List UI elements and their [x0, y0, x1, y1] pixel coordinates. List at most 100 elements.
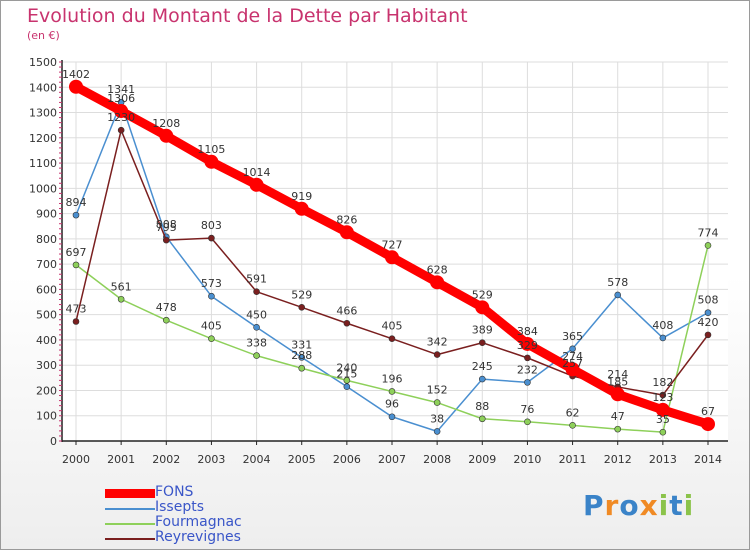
data-label: 38: [430, 412, 444, 425]
data-label: 466: [336, 304, 357, 317]
data-point: [569, 422, 576, 429]
data-point: [208, 234, 215, 242]
data-point: [614, 291, 622, 299]
data-label: 185: [607, 375, 628, 388]
y-tick-label: 200: [36, 384, 57, 397]
x-tick-label: 2014: [694, 453, 722, 466]
y-tick-label: 1500: [29, 56, 57, 69]
x-tick-label: 2011: [559, 453, 587, 466]
data-label: 1341: [107, 83, 135, 96]
data-point: [385, 250, 399, 265]
data-point: [253, 352, 260, 359]
data-label: 232: [517, 363, 538, 376]
data-label: 697: [66, 246, 87, 259]
data-point: [388, 388, 396, 395]
data-label: 1208: [152, 117, 180, 130]
y-tick-label: 100: [36, 410, 57, 423]
data-point: [478, 415, 486, 423]
logo-letter: t: [669, 489, 684, 522]
data-label: 67: [701, 405, 715, 418]
data-point: [72, 318, 80, 325]
data-point: [704, 242, 712, 249]
data-point: [343, 319, 351, 327]
data-point: [298, 364, 306, 372]
data-label: 473: [66, 302, 87, 315]
data-point: [430, 275, 445, 290]
data-label: 182: [652, 376, 673, 389]
data-label: 894: [66, 196, 87, 209]
data-label: 408: [652, 319, 673, 332]
data-label: 88: [475, 400, 489, 413]
data-point: [433, 351, 441, 358]
logo-letter: i: [658, 489, 670, 522]
chart-title: Evolution du Montant de la Dette par Hab…: [27, 5, 468, 27]
data-label: 196: [382, 372, 403, 385]
proxiti-logo: Proxiti: [583, 489, 694, 522]
data-point: [249, 177, 264, 192]
data-point: [704, 331, 712, 339]
data-point: [388, 335, 396, 342]
x-tick-label: 2008: [423, 453, 451, 466]
data-point: [162, 236, 170, 244]
data-point: [610, 387, 625, 402]
data-point: [659, 334, 667, 342]
data-label: 245: [472, 360, 493, 373]
x-tick-label: 2012: [604, 453, 632, 466]
data-point: [117, 295, 125, 303]
data-point: [208, 292, 215, 300]
data-label: 35: [656, 413, 670, 426]
legend-label-issepts: Issepts: [155, 499, 204, 515]
data-label: 405: [201, 320, 222, 333]
legend-swatch-issepts: [105, 508, 155, 510]
logo-letter: P: [583, 489, 605, 522]
data-point: [388, 413, 396, 421]
data-label: 1014: [243, 166, 271, 179]
data-point: [162, 316, 170, 324]
data-label: 76: [520, 403, 534, 416]
data-point: [524, 418, 531, 426]
logo-letter: x: [639, 489, 659, 522]
data-point: [204, 154, 219, 169]
data-label: 342: [427, 336, 448, 349]
data-point: [208, 335, 215, 342]
y-tick-label: 0: [50, 435, 57, 448]
data-point: [294, 201, 309, 216]
data-label: 727: [382, 238, 403, 251]
data-label: 288: [291, 349, 312, 362]
data-point: [433, 399, 441, 406]
data-point: [701, 417, 715, 432]
data-label: 561: [111, 280, 132, 293]
legend-swatch-fourmagnac: [105, 523, 155, 525]
data-point: [159, 128, 174, 143]
data-label: 529: [291, 288, 312, 301]
data-point: [343, 377, 351, 384]
y-tick-label: 500: [36, 309, 57, 322]
data-point: [524, 354, 531, 362]
data-label: 215: [336, 368, 357, 381]
data-label: 257: [562, 357, 583, 370]
data-label: 826: [336, 213, 357, 226]
data-point: [704, 309, 712, 316]
data-point: [298, 354, 306, 361]
y-tick-label: 900: [36, 208, 57, 221]
logo-letter: i: [683, 489, 695, 522]
legend-label-reyrevignes: Reyrevignes: [155, 529, 241, 545]
data-point: [565, 362, 580, 377]
data-label: 795: [156, 221, 177, 234]
data-point: [72, 261, 80, 269]
data-point: [655, 402, 670, 417]
data-point: [659, 428, 667, 436]
y-tick-label: 800: [36, 233, 57, 246]
y-tick-label: 1000: [29, 182, 57, 195]
data-label: 240: [336, 361, 357, 374]
data-label: 573: [201, 277, 222, 290]
data-label: 274: [562, 350, 583, 363]
x-tick-label: 2013: [649, 453, 677, 466]
data-point: [339, 225, 354, 240]
data-label: 152: [427, 384, 448, 397]
data-label: 123: [652, 391, 673, 404]
x-tick-label: 2000: [62, 453, 90, 466]
data-label: 774: [698, 226, 719, 239]
data-point: [478, 375, 486, 383]
